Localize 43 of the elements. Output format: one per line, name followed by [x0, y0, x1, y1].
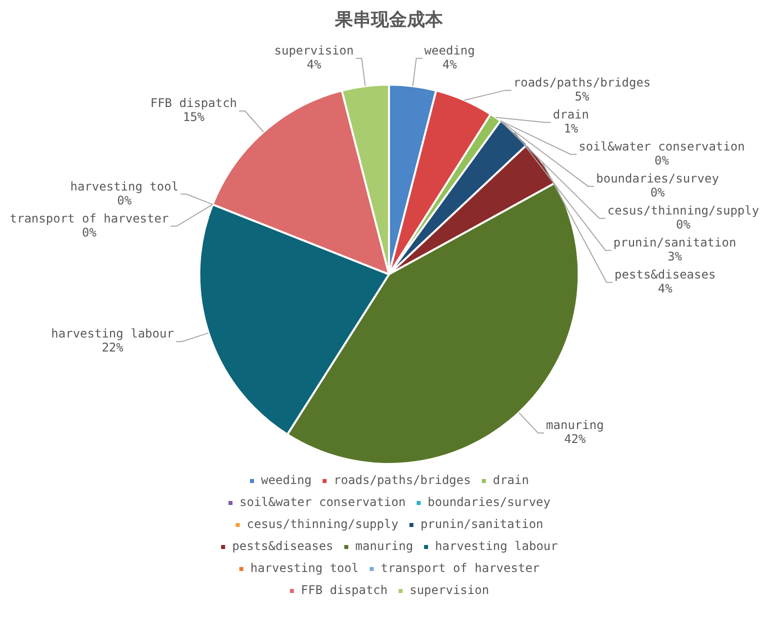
data-label: 3%: [668, 249, 683, 264]
data-label: 22%: [102, 340, 124, 355]
data-label: 15%: [182, 110, 206, 124]
legend-label: transport of harvester: [380, 561, 540, 576]
category-label: transport of harvester: [10, 211, 169, 226]
text: 0%: [117, 193, 132, 208]
slice-label: pests&diseases: [614, 267, 716, 282]
text: 0%: [654, 153, 669, 168]
legend-label: weeding: [261, 473, 312, 488]
slice-label: roads/paths/bridges: [513, 75, 651, 90]
chart-title: 果串现金成本: [334, 9, 444, 30]
text: 0%: [82, 225, 96, 240]
data-label: 5%: [574, 89, 590, 104]
slice-label: FFB dispatch: [150, 96, 238, 110]
slice-label: weeding: [424, 43, 475, 58]
text: 0%: [676, 217, 690, 232]
text: 0%: [650, 185, 665, 200]
legend-label: supervision: [410, 583, 490, 598]
data-label: 4%: [306, 57, 322, 72]
legend-label: manuring: [355, 539, 414, 554]
category-label: boundaries/survey: [596, 171, 719, 186]
data-label: 1%: [564, 121, 579, 136]
slice-label: prunin/sanitation: [613, 235, 736, 250]
data-label: 42%: [564, 432, 587, 446]
legend-label: FFB dispatch: [300, 583, 388, 598]
legend-label: prunin/sanitation: [420, 517, 544, 532]
slice-label: drain: [552, 107, 589, 122]
legend-label: pests&diseases: [232, 539, 334, 554]
category-label: soil&water conservation: [578, 139, 745, 154]
slice-label: manuring: [546, 418, 604, 432]
data-label: 4%: [658, 281, 674, 296]
legend-label: boundaries/survey: [428, 495, 550, 510]
legend-label: harvesting labour: [435, 539, 558, 554]
slice-label: supervision: [274, 43, 354, 58]
slice-label: harvesting labour: [51, 326, 174, 341]
legend-label: soil&water conservation: [240, 495, 406, 510]
category-label: harvesting tool: [70, 179, 179, 194]
data-label: 4%: [442, 57, 458, 72]
legend-label: cesus/thinning/supply: [246, 517, 398, 532]
category-label: cesus/thinning/supply: [607, 203, 760, 218]
legend-label: roads/paths/bridges: [334, 473, 471, 488]
legend-label: harvesting tool: [250, 561, 359, 576]
legend-label: drain: [492, 473, 529, 488]
